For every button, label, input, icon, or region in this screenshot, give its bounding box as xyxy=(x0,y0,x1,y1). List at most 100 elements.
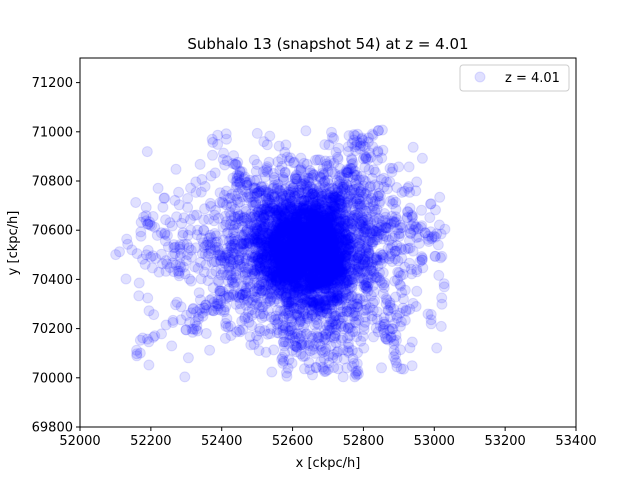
scatter-point xyxy=(367,265,379,277)
scatter-point xyxy=(382,243,394,254)
scatter-point xyxy=(362,242,374,254)
scatter-point xyxy=(248,264,260,276)
scatter-point xyxy=(212,138,224,150)
scatter-point xyxy=(300,203,312,215)
scatter-point xyxy=(310,222,322,234)
scatter-point xyxy=(313,250,325,262)
scatter-point xyxy=(327,261,339,273)
scatter-point xyxy=(278,216,290,228)
scatter-point xyxy=(290,253,302,265)
scatter-point xyxy=(318,267,330,279)
scatter-point xyxy=(344,262,356,273)
scatter-point xyxy=(429,250,441,262)
scatter-point xyxy=(341,239,353,251)
scatter-point xyxy=(285,226,297,238)
scatter-point xyxy=(350,209,362,221)
scatter-point xyxy=(280,281,292,293)
scatter-point xyxy=(350,145,362,157)
scatter-point xyxy=(312,243,324,255)
scatter-point xyxy=(290,217,302,229)
scatter-point xyxy=(296,245,307,257)
scatter-point xyxy=(266,366,278,378)
scatter-point xyxy=(305,258,317,270)
scatter-point xyxy=(277,261,289,273)
scatter-point xyxy=(320,214,332,226)
scatter-point xyxy=(308,266,320,277)
scatter-point xyxy=(284,201,296,213)
scatter-point xyxy=(305,238,317,250)
scatter-point xyxy=(305,216,317,228)
scatter-point xyxy=(270,227,282,239)
scatter-point xyxy=(285,249,297,261)
scatter-point xyxy=(280,198,292,210)
scatter-point xyxy=(322,248,334,260)
scatter-point xyxy=(335,270,347,282)
scatter-point xyxy=(210,204,221,216)
scatter-point xyxy=(311,253,323,265)
scatter-point xyxy=(281,250,293,262)
scatter-point xyxy=(336,249,348,261)
scatter-point xyxy=(279,217,291,229)
scatter-point xyxy=(142,292,154,304)
scatter-point xyxy=(325,247,337,258)
scatter-point xyxy=(337,371,349,383)
scatter-point xyxy=(320,260,332,271)
scatter-point xyxy=(279,276,291,288)
scatter-point xyxy=(305,256,317,268)
scatter-point xyxy=(287,226,299,238)
scatter-point xyxy=(325,253,337,265)
scatter-point xyxy=(313,258,324,270)
scatter-point xyxy=(274,241,286,253)
scatter-point xyxy=(261,139,273,151)
scatter-point xyxy=(345,231,357,243)
scatter-point xyxy=(321,271,332,283)
scatter-point xyxy=(292,221,304,233)
scatter-point xyxy=(345,239,357,250)
scatter-point xyxy=(312,225,324,237)
scatter-point xyxy=(265,209,277,221)
scatter-point xyxy=(280,225,292,237)
scatter-point xyxy=(359,291,371,303)
scatter-point xyxy=(326,202,338,214)
scatter-point xyxy=(315,221,327,233)
scatter-point xyxy=(291,216,303,227)
scatter-point xyxy=(334,312,346,324)
scatter-point xyxy=(298,273,310,284)
scatter-point xyxy=(332,151,344,163)
scatter-point xyxy=(352,265,364,277)
scatter-point xyxy=(299,231,310,243)
scatter-point xyxy=(248,219,260,231)
scatter-point xyxy=(289,262,301,273)
scatter-point xyxy=(407,141,419,153)
scatter-point xyxy=(225,330,237,341)
scatter-point xyxy=(322,248,334,260)
scatter-point xyxy=(309,285,321,297)
scatter-point xyxy=(313,262,325,274)
scatter-point xyxy=(273,253,285,265)
scatter-point xyxy=(296,249,308,261)
scatter-point xyxy=(294,238,306,249)
scatter-point xyxy=(314,254,326,266)
scatter-point xyxy=(248,229,260,241)
scatter-point xyxy=(355,220,367,231)
scatter-point xyxy=(321,222,333,234)
scatter-point xyxy=(309,278,321,290)
scatter-point xyxy=(299,363,310,375)
scatter-point xyxy=(282,283,294,295)
y-tick-label: 70600 xyxy=(32,224,73,239)
x-tick-label: 53400 xyxy=(555,434,596,449)
scatter-point xyxy=(351,369,363,381)
scatter-point xyxy=(272,258,284,270)
scatter-point xyxy=(317,230,329,241)
scatter-point xyxy=(325,227,337,239)
scatter-point xyxy=(254,241,266,252)
scatter-point xyxy=(291,226,303,238)
scatter-point xyxy=(300,263,312,275)
scatter-point xyxy=(276,188,288,200)
scatter-point xyxy=(255,257,267,269)
scatter-point xyxy=(404,342,416,354)
x-tick-label: 53200 xyxy=(484,434,525,449)
scatter-point xyxy=(293,266,305,278)
scatter-point xyxy=(340,202,351,214)
scatter-point xyxy=(318,231,330,243)
